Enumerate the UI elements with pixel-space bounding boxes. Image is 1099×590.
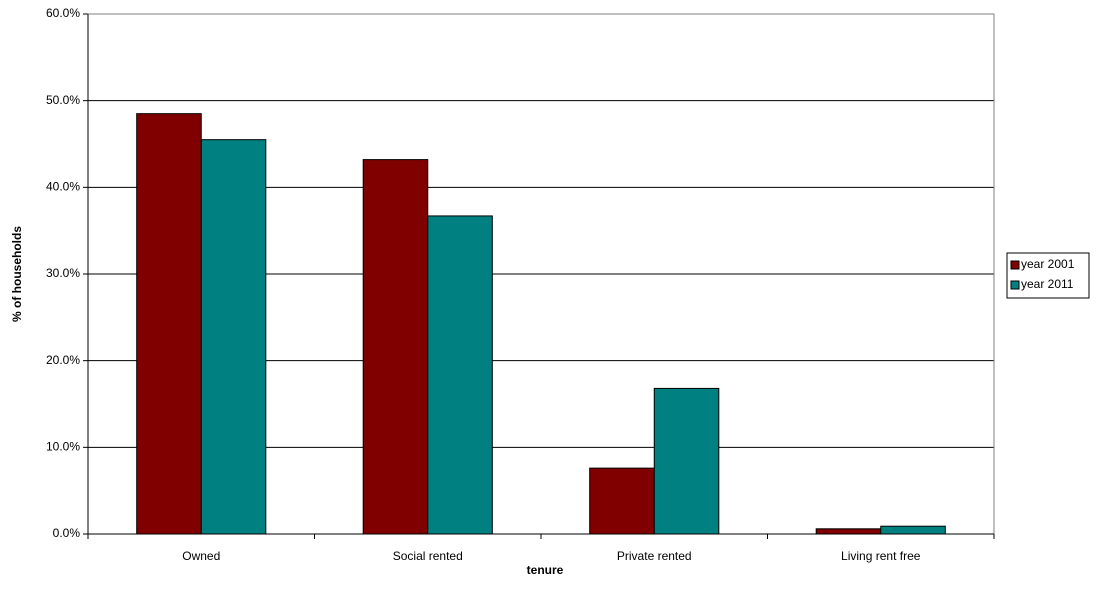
bar xyxy=(136,113,202,535)
y-tick-label: 60.0% xyxy=(46,6,80,20)
y-tick-label: 40.0% xyxy=(46,180,80,194)
y-tick-label: 50.0% xyxy=(46,93,80,107)
x-tick-label: Private rented xyxy=(617,549,692,563)
legend-box xyxy=(1006,252,1090,299)
y-tick-label: 0.0% xyxy=(53,526,81,540)
bar xyxy=(589,467,655,535)
y-tick-label: 10.0% xyxy=(46,440,80,454)
bar xyxy=(653,387,720,535)
y-axis-title: % of households xyxy=(10,226,24,322)
x-tick-label: Living rent free xyxy=(841,549,921,563)
bar xyxy=(880,525,946,535)
y-tick-label: 30.0% xyxy=(46,266,80,280)
legend-label: year 2001 xyxy=(1021,257,1075,271)
y-tick-label: 20.0% xyxy=(46,353,80,367)
x-tick-label: Social rented xyxy=(393,549,463,563)
legend-swatch xyxy=(1010,260,1020,270)
bar xyxy=(200,139,267,535)
x-tick-label: Owned xyxy=(182,549,220,563)
bar xyxy=(815,528,882,535)
legend-swatch xyxy=(1010,280,1020,290)
legend-label: year 2011 xyxy=(1021,277,1074,291)
bar xyxy=(362,159,429,535)
bar xyxy=(427,215,493,535)
x-axis-title: tenure xyxy=(527,563,564,577)
